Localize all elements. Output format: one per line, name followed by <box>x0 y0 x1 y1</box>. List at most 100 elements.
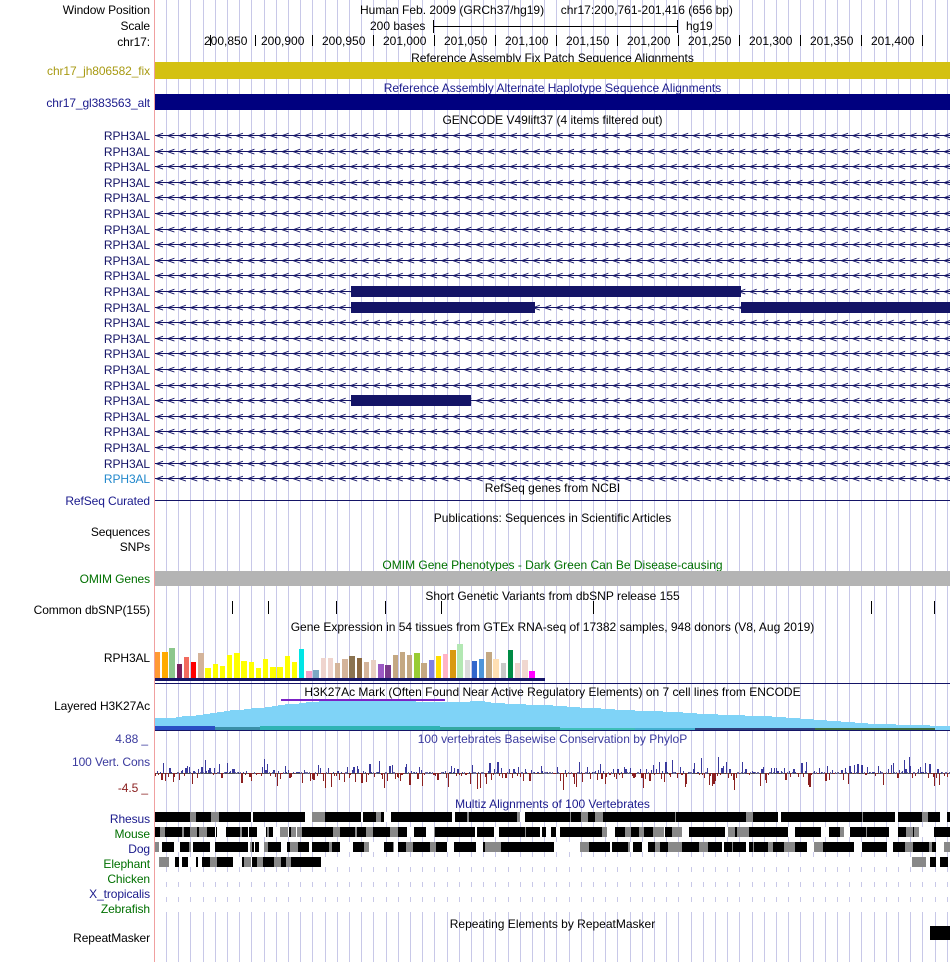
gtex-tissue-bar[interactable] <box>169 648 175 678</box>
gencode-transcript-row[interactable]: <<<<<<<<<<<<<<<<<<<<<<<<<<<<<<<<<<<<<<<<… <box>155 159 950 175</box>
gtex-tissue-bar[interactable] <box>241 661 247 678</box>
gencode-transcript-row[interactable]: <<<<<<<<<<<<<<<<<<<<<<<<<<<<<<<<<<<<<<<<… <box>155 471 950 487</box>
gencode-transcript-row[interactable]: <<<<<<<<<<<<<<<<<<<<<<<<<<<<<<<<<<<<<<<<… <box>155 284 950 300</box>
gtex-tissue-bar[interactable] <box>191 662 197 678</box>
repeatmasker-blocks[interactable] <box>155 926 950 942</box>
gencode-gene-label[interactable]: RPH3AL <box>103 269 150 283</box>
gtex-tissue-bar[interactable] <box>263 659 269 678</box>
gencode-gene-label[interactable]: RPH3AL <box>103 347 150 361</box>
fix-patch-band[interactable] <box>155 62 950 79</box>
gtex-tissue-bar[interactable] <box>227 655 233 678</box>
gencode-transcript-row[interactable]: <<<<<<<<<<<<<<<<<<<<<<<<<<<<<<<<<<<<<<<<… <box>155 222 950 238</box>
gencode-transcript-row[interactable]: <<<<<<<<<<<<<<<<<<<<<<<<<<<<<<<<<<<<<<<<… <box>155 346 950 362</box>
gencode-transcript-row[interactable]: <<<<<<<<<<<<<<<<<<<<<<<<<<<<<<<<<<<<<<<<… <box>155 300 950 316</box>
omim-band[interactable] <box>155 571 950 586</box>
gencode-gene-label[interactable]: RPH3AL <box>103 176 150 190</box>
gtex-tissue-bar[interactable] <box>479 659 485 678</box>
gtex-tissue-bar[interactable] <box>392 655 398 678</box>
gtex-tissue-bar[interactable] <box>291 662 298 678</box>
multiz-species-label[interactable]: Elephant <box>103 857 150 871</box>
gencode-transcript-row[interactable]: <<<<<<<<<<<<<<<<<<<<<<<<<<<<<<<<<<<<<<<<… <box>155 268 950 284</box>
gencode-gene-label[interactable]: RPH3AL <box>103 379 150 393</box>
gtex-tissue-bar[interactable] <box>407 655 413 678</box>
gencode-transcript-row[interactable]: <<<<<<<<<<<<<<<<<<<<<<<<<<<<<<<<<<<<<<<<… <box>155 253 950 269</box>
multiz-species-row[interactable] <box>155 842 950 852</box>
multiz-species-label[interactable]: Chicken <box>107 872 150 886</box>
dbsnp-variants[interactable] <box>155 601 950 615</box>
gtex-tissue-bar[interactable] <box>335 663 341 678</box>
gencode-gene-label[interactable]: RPH3AL <box>103 316 150 330</box>
gencode-gene-label[interactable]: RPH3AL <box>103 191 150 205</box>
dbsnp-variant-tick[interactable] <box>385 601 386 614</box>
dbsnp-variant-tick[interactable] <box>441 601 442 614</box>
multiz-species-row[interactable] <box>155 812 950 822</box>
gtex-tissue-bar[interactable] <box>155 652 161 678</box>
gtex-tissue-bar[interactable] <box>284 656 290 678</box>
gencode-gene-label[interactable]: RPH3AL <box>103 457 150 471</box>
gtex-tissue-bar[interactable] <box>486 652 492 678</box>
gencode-transcript-row[interactable]: <<<<<<<<<<<<<<<<<<<<<<<<<<<<<<<<<<<<<<<<… <box>155 190 950 206</box>
gtex-tissue-bar[interactable] <box>414 653 420 678</box>
dbsnp-variant-tick[interactable] <box>871 601 872 614</box>
gtex-tissue-bar[interactable] <box>205 668 211 678</box>
dbsnp-variant-tick[interactable] <box>268 601 269 614</box>
gencode-gene-label[interactable]: RPH3AL <box>103 394 150 408</box>
gtex-tissue-bar[interactable] <box>327 658 334 678</box>
gencode-transcript-row[interactable]: <<<<<<<<<<<<<<<<<<<<<<<<<<<<<<<<<<<<<<<<… <box>155 362 950 378</box>
gtex-tissue-bar[interactable] <box>450 650 456 678</box>
gencode-transcript-row[interactable]: <<<<<<<<<<<<<<<<<<<<<<<<<<<<<<<<<<<<<<<<… <box>155 315 950 331</box>
gtex-tissue-bar[interactable] <box>464 660 470 678</box>
gtex-tissue-bar[interactable] <box>363 662 370 678</box>
multiz-species-label[interactable]: X_tropicalis <box>89 887 150 901</box>
gtex-tissue-bar[interactable] <box>471 661 478 678</box>
exon-block[interactable] <box>351 302 535 313</box>
gencode-transcript-row[interactable]: <<<<<<<<<<<<<<<<<<<<<<<<<<<<<<<<<<<<<<<<… <box>155 393 950 409</box>
exon-block[interactable] <box>351 395 471 406</box>
gencode-gene-label[interactable]: RPH3AL <box>103 285 150 299</box>
gencode-gene-label[interactable]: RPH3AL <box>103 363 150 377</box>
gencode-gene-label[interactable]: RPH3AL <box>103 332 150 346</box>
multiz-species-row[interactable] <box>155 872 950 882</box>
gencode-gene-label[interactable]: RPH3AL <box>103 160 150 174</box>
refseq-line[interactable] <box>155 500 950 501</box>
multiz-species-label[interactable]: Zebrafish <box>100 902 150 916</box>
gtex-tissue-bar[interactable] <box>320 658 326 678</box>
gencode-gene-label[interactable]: RPH3AL <box>103 472 150 486</box>
gtex-tissue-bar[interactable] <box>212 664 218 678</box>
gencode-transcript-row[interactable]: <<<<<<<<<<<<<<<<<<<<<<<<<<<<<<<<<<<<<<<<… <box>155 440 950 456</box>
gtex-tissue-bar[interactable] <box>507 650 514 678</box>
gtex-tissue-bar[interactable] <box>299 649 305 678</box>
gencode-gene-label[interactable]: RPH3AL <box>103 238 150 252</box>
dbsnp-variant-tick[interactable] <box>232 601 233 614</box>
multiz-species-row[interactable] <box>155 887 950 897</box>
gtex-tissue-bar[interactable] <box>342 659 348 678</box>
multiz-species-label[interactable]: Dog <box>128 842 150 856</box>
multiz-species-row[interactable] <box>155 902 950 912</box>
gencode-gene-label[interactable]: RPH3AL <box>103 223 150 237</box>
gencode-gene-label[interactable]: RPH3AL <box>103 410 150 424</box>
gtex-tissue-bar[interactable] <box>378 664 384 678</box>
gtex-tissue-bar[interactable] <box>399 652 406 678</box>
gencode-transcript-row[interactable]: <<<<<<<<<<<<<<<<<<<<<<<<<<<<<<<<<<<<<<<<… <box>155 175 950 191</box>
gencode-gene-label[interactable]: RPH3AL <box>103 425 150 439</box>
gtex-tissue-bar[interactable] <box>176 664 182 678</box>
phylop-conservation-plot[interactable] <box>155 745 950 793</box>
gencode-gene-label[interactable]: RPH3AL <box>103 145 150 159</box>
multiz-species-label[interactable]: Mouse <box>114 827 150 841</box>
gencode-transcript-row[interactable]: <<<<<<<<<<<<<<<<<<<<<<<<<<<<<<<<<<<<<<<<… <box>155 206 950 222</box>
multiz-species-label[interactable]: Rhesus <box>109 812 150 826</box>
gtex-expression-bars[interactable] <box>155 636 545 678</box>
gtex-tissue-bar[interactable] <box>443 654 449 678</box>
gtex-tissue-bar[interactable] <box>270 667 276 678</box>
gtex-tissue-bar[interactable] <box>255 668 262 678</box>
gencode-transcript-row[interactable]: <<<<<<<<<<<<<<<<<<<<<<<<<<<<<<<<<<<<<<<<… <box>155 331 950 347</box>
gtex-tissue-bar[interactable] <box>277 667 283 678</box>
dbsnp-variant-tick[interactable] <box>336 601 337 614</box>
gtex-tissue-bar[interactable] <box>385 665 391 678</box>
gtex-tissue-bar[interactable] <box>515 663 521 678</box>
gtex-tissue-bar[interactable] <box>500 663 506 678</box>
gencode-transcript-row[interactable]: <<<<<<<<<<<<<<<<<<<<<<<<<<<<<<<<<<<<<<<<… <box>155 378 950 394</box>
repeat-element-block[interactable] <box>930 926 950 940</box>
gtex-tissue-bar[interactable] <box>198 653 204 678</box>
gencode-transcript-row[interactable]: <<<<<<<<<<<<<<<<<<<<<<<<<<<<<<<<<<<<<<<<… <box>155 237 950 253</box>
